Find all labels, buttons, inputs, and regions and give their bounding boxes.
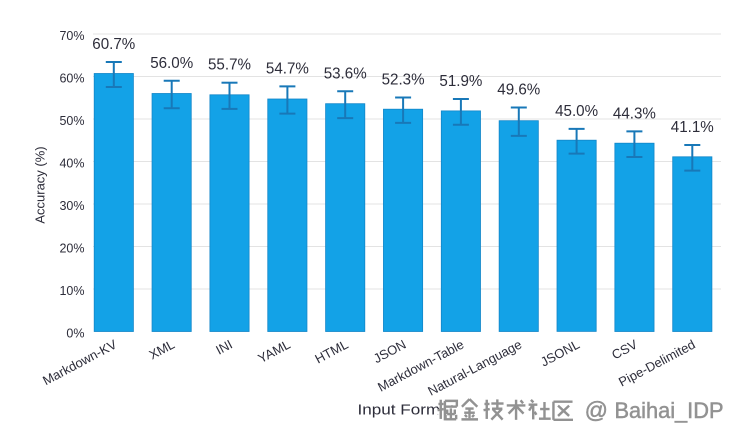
svg-text:Accuracy (%): Accuracy (%) [33,146,48,223]
svg-text:54.7%: 54.7% [266,60,309,77]
svg-text:44.3%: 44.3% [613,105,656,122]
svg-text:20%: 20% [59,242,84,256]
svg-text:50%: 50% [59,114,84,128]
svg-text:60.7%: 60.7% [92,36,135,53]
svg-text:56.0%: 56.0% [150,55,193,72]
svg-text:0%: 0% [66,327,84,341]
svg-text:55.7%: 55.7% [208,57,251,74]
svg-text:30%: 30% [59,199,84,213]
svg-text:45.0%: 45.0% [555,103,598,120]
svg-text:Baihai_IDP: Baihai_IDP [616,400,725,425]
svg-text:70%: 70% [59,29,84,43]
svg-text:52.3%: 52.3% [382,72,425,89]
svg-text:60%: 60% [59,72,84,86]
svg-text:53.6%: 53.6% [324,65,367,82]
svg-text:@: @ [585,397,608,423]
svg-text:10%: 10% [59,284,84,298]
svg-text:51.9%: 51.9% [439,73,482,90]
svg-text:Input Format: Input Format [358,403,455,419]
svg-text:INI: INI [213,337,235,358]
svg-text:@: @ [586,399,609,425]
svg-text:49.6%: 49.6% [497,82,540,99]
svg-text:40%: 40% [59,157,84,171]
svg-text:Baihai_IDP: Baihai_IDP [615,398,724,423]
svg-text:41.1%: 41.1% [671,119,714,136]
